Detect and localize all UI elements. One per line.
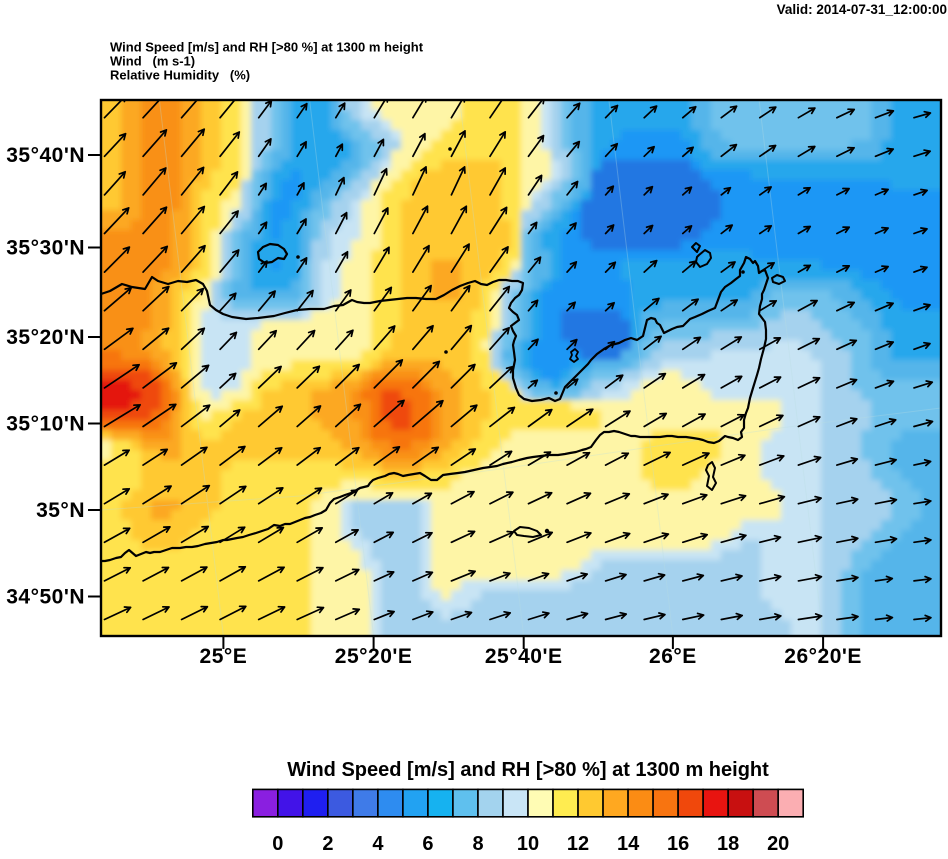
svg-text:26°E: 26°E — [649, 645, 697, 668]
svg-text:Wind (m s-1): Wind (m s-1) — [110, 54, 195, 69]
svg-text:10: 10 — [517, 833, 539, 854]
svg-text:35°20'N: 35°20'N — [6, 326, 85, 349]
svg-text:2: 2 — [322, 833, 333, 854]
svg-text:26°20'E: 26°20'E — [784, 645, 862, 668]
svg-text:34°50'N: 34°50'N — [6, 586, 85, 609]
svg-text:Relative Humidity (%): Relative Humidity (%) — [110, 68, 250, 83]
svg-text:Wind Speed [m/s] and RH [>80 %: Wind Speed [m/s] and RH [>80 %] at 1300 … — [110, 40, 424, 55]
svg-text:16: 16 — [667, 833, 689, 854]
svg-text:8: 8 — [472, 833, 483, 854]
svg-text:12: 12 — [567, 833, 589, 854]
svg-text:20: 20 — [767, 833, 789, 854]
svg-text:25°20'E: 25°20'E — [335, 645, 413, 668]
svg-text:35°N: 35°N — [36, 499, 85, 522]
svg-text:35°40'N: 35°40'N — [6, 144, 85, 167]
svg-text:25°E: 25°E — [200, 645, 248, 668]
svg-text:0: 0 — [272, 833, 283, 854]
svg-text:18: 18 — [717, 833, 739, 854]
svg-text:35°10'N: 35°10'N — [6, 413, 85, 436]
svg-text:6: 6 — [422, 833, 433, 854]
svg-text:14: 14 — [617, 833, 640, 854]
svg-text:4: 4 — [372, 833, 384, 854]
svg-text:35°30'N: 35°30'N — [6, 237, 85, 260]
svg-text:Valid: 2014-07-31_12:00:00: Valid: 2014-07-31_12:00:00 — [777, 2, 947, 17]
svg-text:25°40'E: 25°40'E — [485, 645, 563, 668]
svg-text:Wind Speed [m/s] and RH [>80 %: Wind Speed [m/s] and RH [>80 %] at 1300 … — [287, 759, 769, 781]
